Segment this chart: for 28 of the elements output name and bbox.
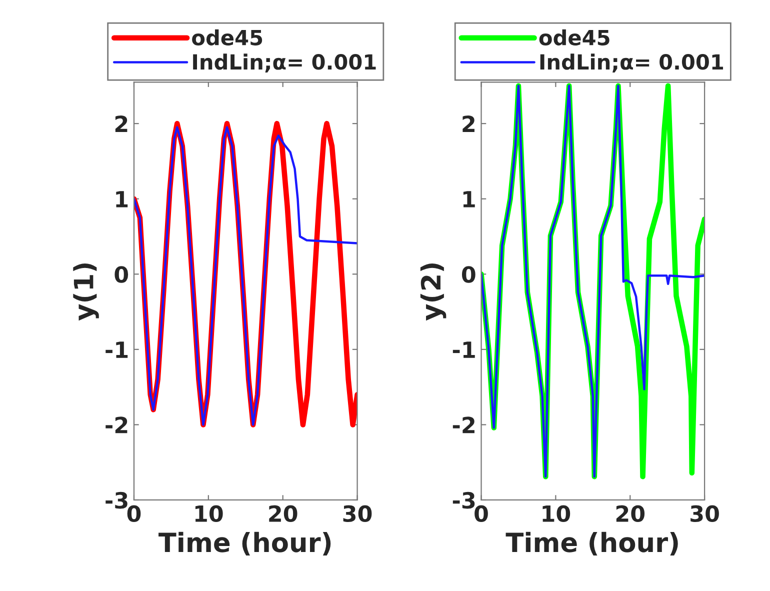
y-tick-label: -1 bbox=[452, 342, 475, 358]
x-tick-label: 20 bbox=[269, 505, 298, 522]
y-tick-label: 1 bbox=[463, 191, 475, 208]
x-tick-label: 20 bbox=[616, 505, 645, 522]
y-tick-label: 0 bbox=[114, 266, 128, 283]
legend-label: ode45 bbox=[192, 29, 262, 46]
y-tick-label: 2 bbox=[462, 116, 474, 132]
y-tick-label: -3 bbox=[452, 492, 475, 509]
y-tick-label: -2 bbox=[452, 416, 474, 434]
x-tick-label: 10 bbox=[542, 505, 570, 522]
x-axis-title: Time (hour) bbox=[158, 532, 331, 556]
y-tick-label: 1 bbox=[116, 191, 128, 208]
legend-label: IndLin;α= 0.001 bbox=[193, 54, 376, 72]
y-tick-label: -1 bbox=[106, 342, 128, 358]
x-axis-title: Time (hour) bbox=[506, 532, 678, 556]
y-axis-title: y(1) bbox=[73, 263, 99, 321]
x-tick-label: 10 bbox=[195, 505, 223, 522]
y-tick-label: -3 bbox=[106, 492, 128, 509]
x-tick-label: 30 bbox=[343, 505, 372, 522]
y-tick-label: 0 bbox=[462, 266, 476, 283]
legend-label: ode45 bbox=[539, 29, 610, 46]
y-axis-title: y(2) bbox=[420, 263, 446, 321]
x-tick-label: 0 bbox=[127, 505, 141, 522]
x-tick-label: 30 bbox=[690, 505, 719, 522]
y-tick-label: -2 bbox=[106, 416, 128, 434]
y-tick-label: 2 bbox=[115, 116, 128, 132]
x-tick-label: 0 bbox=[474, 505, 488, 522]
legend-label: IndLin;α= 0.001 bbox=[540, 54, 724, 72]
